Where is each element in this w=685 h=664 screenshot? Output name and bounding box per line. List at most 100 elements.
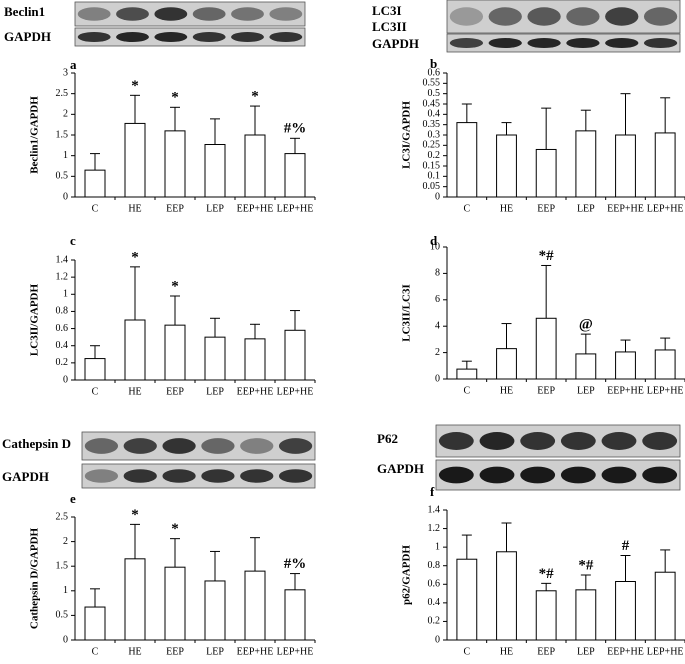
x-tick-label: EEP+HE [237,386,274,397]
bar [284,589,306,641]
blot-band [605,7,639,26]
blot-band [643,7,678,26]
blot-strip [435,459,681,491]
bar [456,368,478,380]
bar [575,589,597,641]
y-tick-label: 3 [63,67,68,78]
y-tick-label: 0.2 [428,150,441,161]
bar [204,144,226,198]
blot-band [77,31,111,43]
blot-band [479,466,515,484]
blot-band [154,31,188,43]
bar [615,581,636,641]
blot-band [438,466,474,484]
x-tick-label: EEP+HE [237,203,274,214]
x-tick-label: C [463,646,470,657]
y-tick-label: 0 [435,634,440,645]
x-tick-label: C [92,203,99,214]
y-tick-label: 0.6 [56,323,69,334]
blot-band [642,432,678,450]
panel-label: c [70,233,76,248]
blot-band [438,432,474,450]
blot-strip [81,431,316,461]
y-tick-label: 2 [63,536,68,547]
blot-band [192,31,226,43]
bar [654,571,676,641]
bar [654,349,676,380]
blot-band [642,466,678,484]
x-tick-label: EEP [166,646,184,657]
bar [654,132,676,198]
blot-band [162,469,196,483]
panel-label: f [430,484,435,499]
panel-label: a [70,57,77,72]
x-tick-label: EEP [537,385,555,396]
blot-band [566,7,600,26]
x-tick-label: EEP [537,646,555,657]
blot-band [278,469,313,483]
y-tick-label: 1.4 [56,254,69,265]
y-tick-label: 1 [63,289,68,300]
blot-band [560,466,596,484]
blot-label: P62 [377,431,398,446]
blot-band [449,7,484,26]
y-tick-label: 1.5 [56,129,69,140]
y-tick-label: 0.4 [428,109,441,120]
significance-mark: @ [579,317,593,333]
bar [615,134,636,198]
y-axis-label: p62/GAPDH [401,545,413,605]
y-axis-label: Cathepsin D/GAPDH [29,527,41,629]
y-tick-label: 1.4 [428,504,441,515]
significance-mark: #% [284,556,307,572]
bar [575,130,597,198]
blot-strip [446,0,681,34]
bar [204,580,226,641]
significance-mark: * [131,78,139,94]
y-tick-label: 4 [435,320,440,331]
y-tick-label: 0.6 [428,67,441,78]
x-tick-label: LEP [206,646,224,657]
y-tick-label: 0 [63,374,68,385]
blot-band [605,37,639,49]
y-tick-label: 0.8 [428,560,441,571]
bar [535,317,557,380]
bar [84,358,106,381]
y-tick-label: 0.2 [56,357,69,368]
bar [535,590,557,641]
x-tick-label: EEP [166,203,184,214]
bar [124,319,146,381]
significance-mark: * [171,278,179,294]
blot-label: GAPDH [2,469,49,484]
x-tick-label: LEP [577,646,595,657]
significance-mark: *# [539,566,555,582]
y-tick-label: 0.5 [56,171,69,182]
blot-band [527,7,561,26]
blot-label: GAPDH [377,461,424,476]
y-tick-label: 0.5 [428,88,441,99]
blot-band [240,438,274,454]
blot-band [269,31,303,43]
bar [244,134,266,198]
blot-band [77,7,111,21]
bar [284,153,306,198]
x-tick-label: LEP [206,386,224,397]
x-tick-label: EEP [166,386,184,397]
blot-band [488,37,522,49]
bar [84,606,106,641]
blot-band [601,432,637,450]
blot-band [566,37,600,49]
x-tick-label: EEP+HE [237,646,274,657]
significance-mark: *# [539,248,555,264]
panel-label: b [430,56,437,71]
y-tick-label: 2 [63,109,68,120]
y-tick-label: 0.3 [428,129,441,140]
blot-band [116,31,149,43]
blot-band [116,7,149,21]
y-axis-label: Beclin1/GAPDH [29,96,41,174]
y-tick-label: 1.2 [56,271,69,282]
panel-label: d [430,233,438,248]
x-tick-label: C [463,385,470,396]
blot-band [231,7,264,21]
bar [164,130,186,198]
